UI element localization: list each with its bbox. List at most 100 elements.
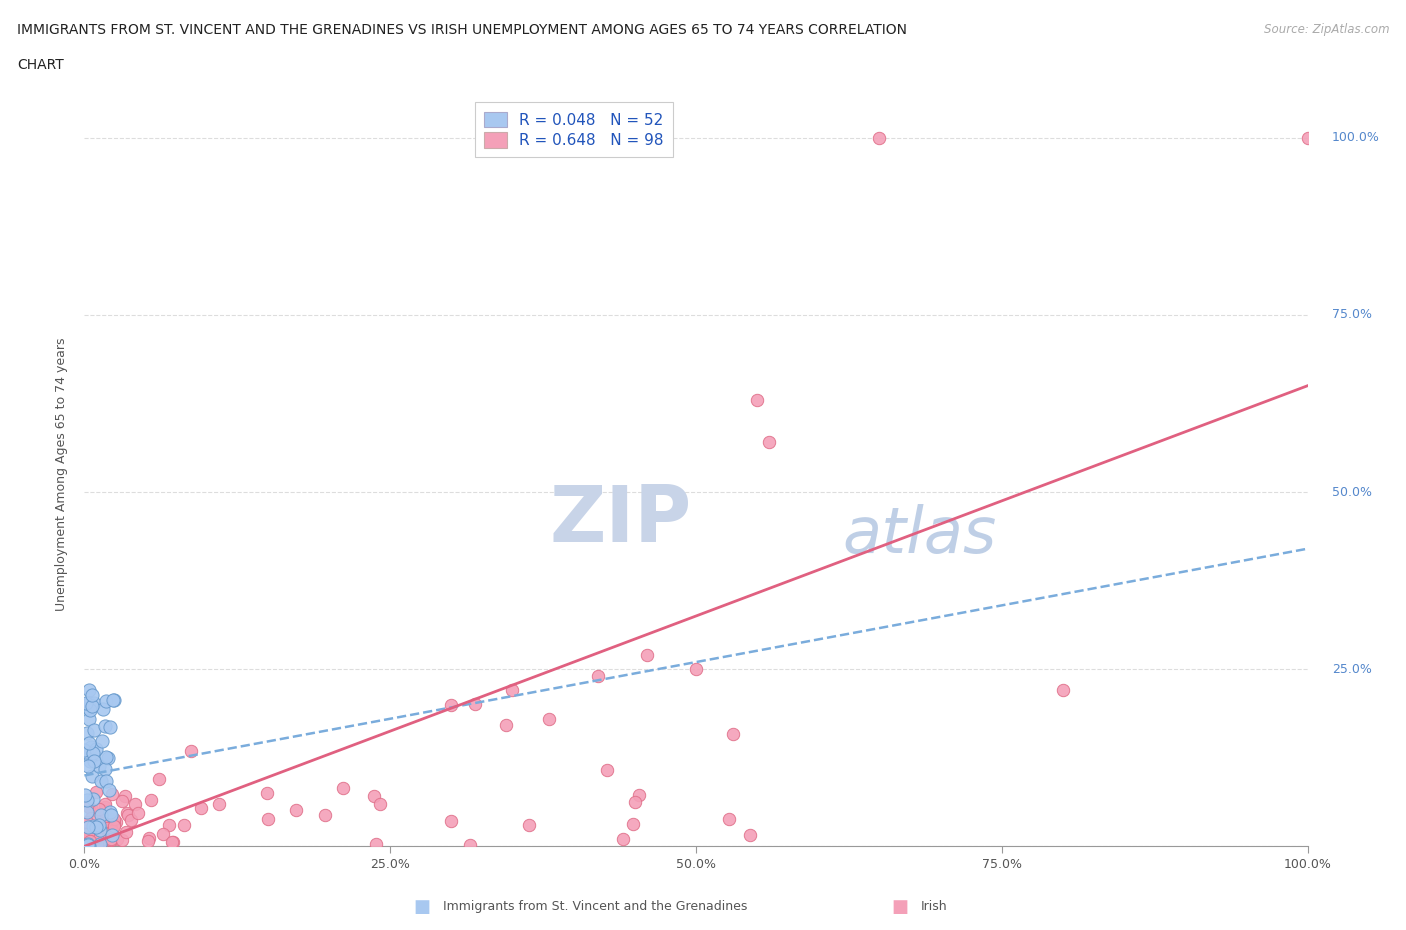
Text: 100.0%: 100.0% <box>1331 131 1379 144</box>
Point <box>190 801 212 816</box>
Point <box>79 753 101 768</box>
Point <box>73 743 96 758</box>
Point <box>314 808 336 823</box>
Point <box>1296 130 1319 145</box>
Point <box>91 701 114 716</box>
Point <box>100 824 122 839</box>
Text: Irish: Irish <box>921 900 948 913</box>
Point <box>1052 683 1074 698</box>
Point <box>79 711 101 726</box>
Point <box>86 836 108 851</box>
Point <box>114 788 136 803</box>
Point <box>87 830 110 845</box>
Point <box>257 812 280 827</box>
Y-axis label: Unemployment Among Ages 65 to 74 years: Unemployment Among Ages 65 to 74 years <box>55 338 69 611</box>
Point <box>100 807 122 822</box>
Point <box>208 797 231 812</box>
Point <box>93 822 115 837</box>
Text: Immigrants from St. Vincent and the Grenadines: Immigrants from St. Vincent and the Gren… <box>443 900 747 913</box>
Point <box>464 697 486 711</box>
Point <box>115 806 138 821</box>
Point <box>86 785 108 800</box>
Point <box>105 815 128 830</box>
Point <box>136 833 159 848</box>
Point <box>84 820 107 835</box>
Point <box>94 796 117 811</box>
Point <box>98 782 121 797</box>
Point <box>100 787 122 802</box>
Point <box>98 804 121 819</box>
Point <box>747 392 769 407</box>
Legend: R = 0.048   N = 52, R = 0.648   N = 98: R = 0.048 N = 52, R = 0.648 N = 98 <box>475 102 672 157</box>
Point <box>495 717 517 732</box>
Point <box>84 742 107 757</box>
Point <box>91 816 114 830</box>
Point <box>115 825 138 840</box>
Point <box>75 744 97 759</box>
Point <box>90 838 112 853</box>
Point <box>685 662 707 677</box>
Point <box>77 683 100 698</box>
Point <box>96 820 118 835</box>
Point <box>87 817 110 832</box>
Point <box>76 815 98 830</box>
Point <box>180 743 202 758</box>
Point <box>100 832 122 847</box>
Point <box>94 694 117 709</box>
Point <box>596 763 619 777</box>
Text: IMMIGRANTS FROM ST. VINCENT AND THE GRENADINES VS IRISH UNEMPLOYMENT AMONG AGES : IMMIGRANTS FROM ST. VINCENT AND THE GREN… <box>17 23 907 37</box>
Point <box>76 793 98 808</box>
Point <box>105 831 128 846</box>
Point <box>79 839 101 854</box>
Point <box>80 803 103 817</box>
Point <box>89 822 111 837</box>
Text: 75.0%: 75.0% <box>1331 309 1372 322</box>
Point <box>90 807 112 822</box>
Point <box>75 696 97 711</box>
Text: atlas: atlas <box>842 503 997 565</box>
Point <box>87 802 110 817</box>
Point <box>111 794 134 809</box>
Point <box>90 833 112 848</box>
Point <box>869 130 891 145</box>
Point <box>460 838 482 853</box>
Point <box>721 727 744 742</box>
Point <box>127 805 149 820</box>
Point <box>94 761 117 776</box>
Point <box>285 802 308 817</box>
Point <box>440 698 463 712</box>
Point <box>256 785 278 800</box>
Point <box>80 687 103 702</box>
Point <box>76 826 98 841</box>
Point <box>103 812 125 827</box>
Point <box>97 751 120 765</box>
Point <box>91 733 114 748</box>
Point <box>76 834 98 849</box>
Point <box>94 718 117 733</box>
Point <box>636 647 658 662</box>
Point <box>103 818 125 833</box>
Point <box>368 796 391 811</box>
Point <box>517 817 540 832</box>
Point <box>76 804 98 819</box>
Point <box>100 820 122 835</box>
Point <box>160 834 183 849</box>
Point <box>90 774 112 789</box>
Point <box>103 693 125 708</box>
Point <box>77 800 100 815</box>
Point <box>93 804 115 819</box>
Point <box>79 702 101 717</box>
Point <box>77 758 100 773</box>
Point <box>363 789 385 804</box>
Point <box>86 821 108 836</box>
Point <box>77 837 100 852</box>
Point <box>100 832 122 847</box>
Point <box>75 833 97 848</box>
Point <box>366 836 388 851</box>
Point <box>96 750 118 764</box>
Text: Source: ZipAtlas.com: Source: ZipAtlas.com <box>1264 23 1389 36</box>
Point <box>97 829 120 844</box>
Point <box>80 768 103 783</box>
Point <box>91 814 114 829</box>
Point <box>76 725 98 740</box>
